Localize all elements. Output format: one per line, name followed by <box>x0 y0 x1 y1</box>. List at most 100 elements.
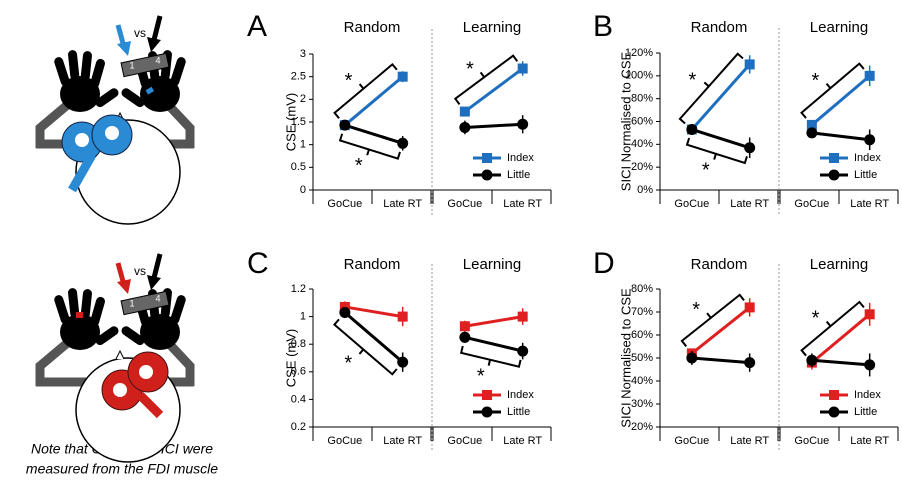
series-line <box>692 358 750 363</box>
bracket-tick <box>827 84 831 89</box>
legend-label: Index <box>507 389 534 401</box>
y-tick-label: 20% <box>631 161 653 173</box>
legend-marker <box>829 407 840 418</box>
bracket-tick <box>360 84 364 89</box>
legend-marker <box>482 153 492 163</box>
marker <box>806 355 817 366</box>
y-tick-label: 20% <box>631 421 653 433</box>
y-tick-label: 0.6 <box>291 366 306 378</box>
y-tick-label: 2 <box>300 93 306 105</box>
series-line <box>692 129 750 147</box>
significance-star: * <box>345 70 353 92</box>
marker <box>398 72 408 82</box>
x-tick-label: Late RT <box>383 198 422 210</box>
finger <box>169 294 187 325</box>
marker <box>397 138 408 149</box>
legend-label: Index <box>854 152 881 164</box>
legend-label: Little <box>507 406 530 418</box>
panel-title: Random <box>344 19 401 36</box>
marker <box>865 71 875 81</box>
y-tick-label: 0.2 <box>291 421 306 433</box>
y-tick-label: 0 <box>300 184 306 196</box>
marker <box>744 142 755 153</box>
arrow-head <box>117 279 131 294</box>
panel-title: Random <box>344 256 401 273</box>
series-line <box>812 360 870 365</box>
y-tick-label: 30% <box>631 398 653 410</box>
y-tick-label: 40% <box>631 375 653 387</box>
marker <box>339 307 350 318</box>
marker <box>864 134 875 145</box>
panel-label: C <box>247 247 269 280</box>
bracket-tick <box>827 322 831 327</box>
coil-hole <box>105 126 119 140</box>
y-tick-label: 0.8 <box>291 338 306 350</box>
y-tick-label: 50% <box>631 352 653 364</box>
key-label: 4 <box>155 293 160 303</box>
significance-bracket <box>687 138 747 163</box>
significance-star: * <box>466 58 474 80</box>
key-label: 4 <box>155 55 160 65</box>
series-line <box>465 124 523 127</box>
marker <box>865 309 875 319</box>
key-label: 1 <box>129 60 134 70</box>
series-line <box>345 307 403 317</box>
y-tick-label: 0.4 <box>291 393 306 405</box>
x-tick-label: GoCue <box>327 198 362 210</box>
x-tick-label: Late RT <box>850 435 889 447</box>
y-tick-label: 40% <box>631 138 653 150</box>
bracket-tick <box>714 154 716 160</box>
marker <box>864 359 875 370</box>
key-label: 1 <box>129 298 134 308</box>
x-tick-label: Late RT <box>503 198 542 210</box>
x-tick-label: Late RT <box>850 198 889 210</box>
x-tick-label: GoCue <box>674 198 709 210</box>
y-tick-label: 3 <box>300 48 306 60</box>
x-tick-label: Late RT <box>730 435 769 447</box>
marker <box>744 357 755 368</box>
figure: Note that CSE and SICI were measured fro… <box>0 0 902 481</box>
marker <box>686 124 697 135</box>
x-tick-label: Late RT <box>383 435 422 447</box>
arrow <box>154 254 160 278</box>
significance-star: * <box>812 308 820 330</box>
marker <box>398 312 408 322</box>
coil-hole <box>113 383 127 397</box>
series-line <box>812 133 870 140</box>
legend-marker <box>482 170 493 181</box>
x-tick-label: GoCue <box>794 435 829 447</box>
bracket-tick <box>481 72 485 77</box>
legend-marker <box>829 170 840 181</box>
significance-star: * <box>344 352 352 374</box>
legend-label: Index <box>507 152 534 164</box>
marker <box>745 59 755 69</box>
finger <box>89 58 106 89</box>
marker <box>806 127 817 138</box>
y-tick-label: 120% <box>625 47 653 59</box>
series-line <box>465 317 523 327</box>
vs-label: vs <box>134 26 146 40</box>
note-line: measured from the FDI muscle <box>26 461 218 477</box>
significance-star: * <box>692 299 700 321</box>
significance-star: * <box>702 160 710 182</box>
legend-marker <box>829 153 839 163</box>
panel-label: D <box>593 247 615 280</box>
finger <box>89 296 106 327</box>
panel-title: Learning <box>810 256 868 273</box>
legend-marker <box>482 390 492 400</box>
legend-label: Little <box>854 406 877 418</box>
x-tick-label: GoCue <box>327 435 362 447</box>
bracket-tick <box>367 150 369 156</box>
y-tick-label: 80% <box>631 93 653 105</box>
panel-title: Learning <box>810 19 868 36</box>
y-tick-label: 70% <box>631 306 653 318</box>
marker <box>745 302 755 312</box>
y-tick-label: 1.2 <box>291 283 306 295</box>
y-tick-label: 1 <box>300 311 306 323</box>
marker <box>397 357 408 368</box>
x-tick-label: GoCue <box>674 435 709 447</box>
muscle-marker <box>76 312 83 318</box>
marker <box>460 321 470 331</box>
significance-star: * <box>477 366 485 388</box>
